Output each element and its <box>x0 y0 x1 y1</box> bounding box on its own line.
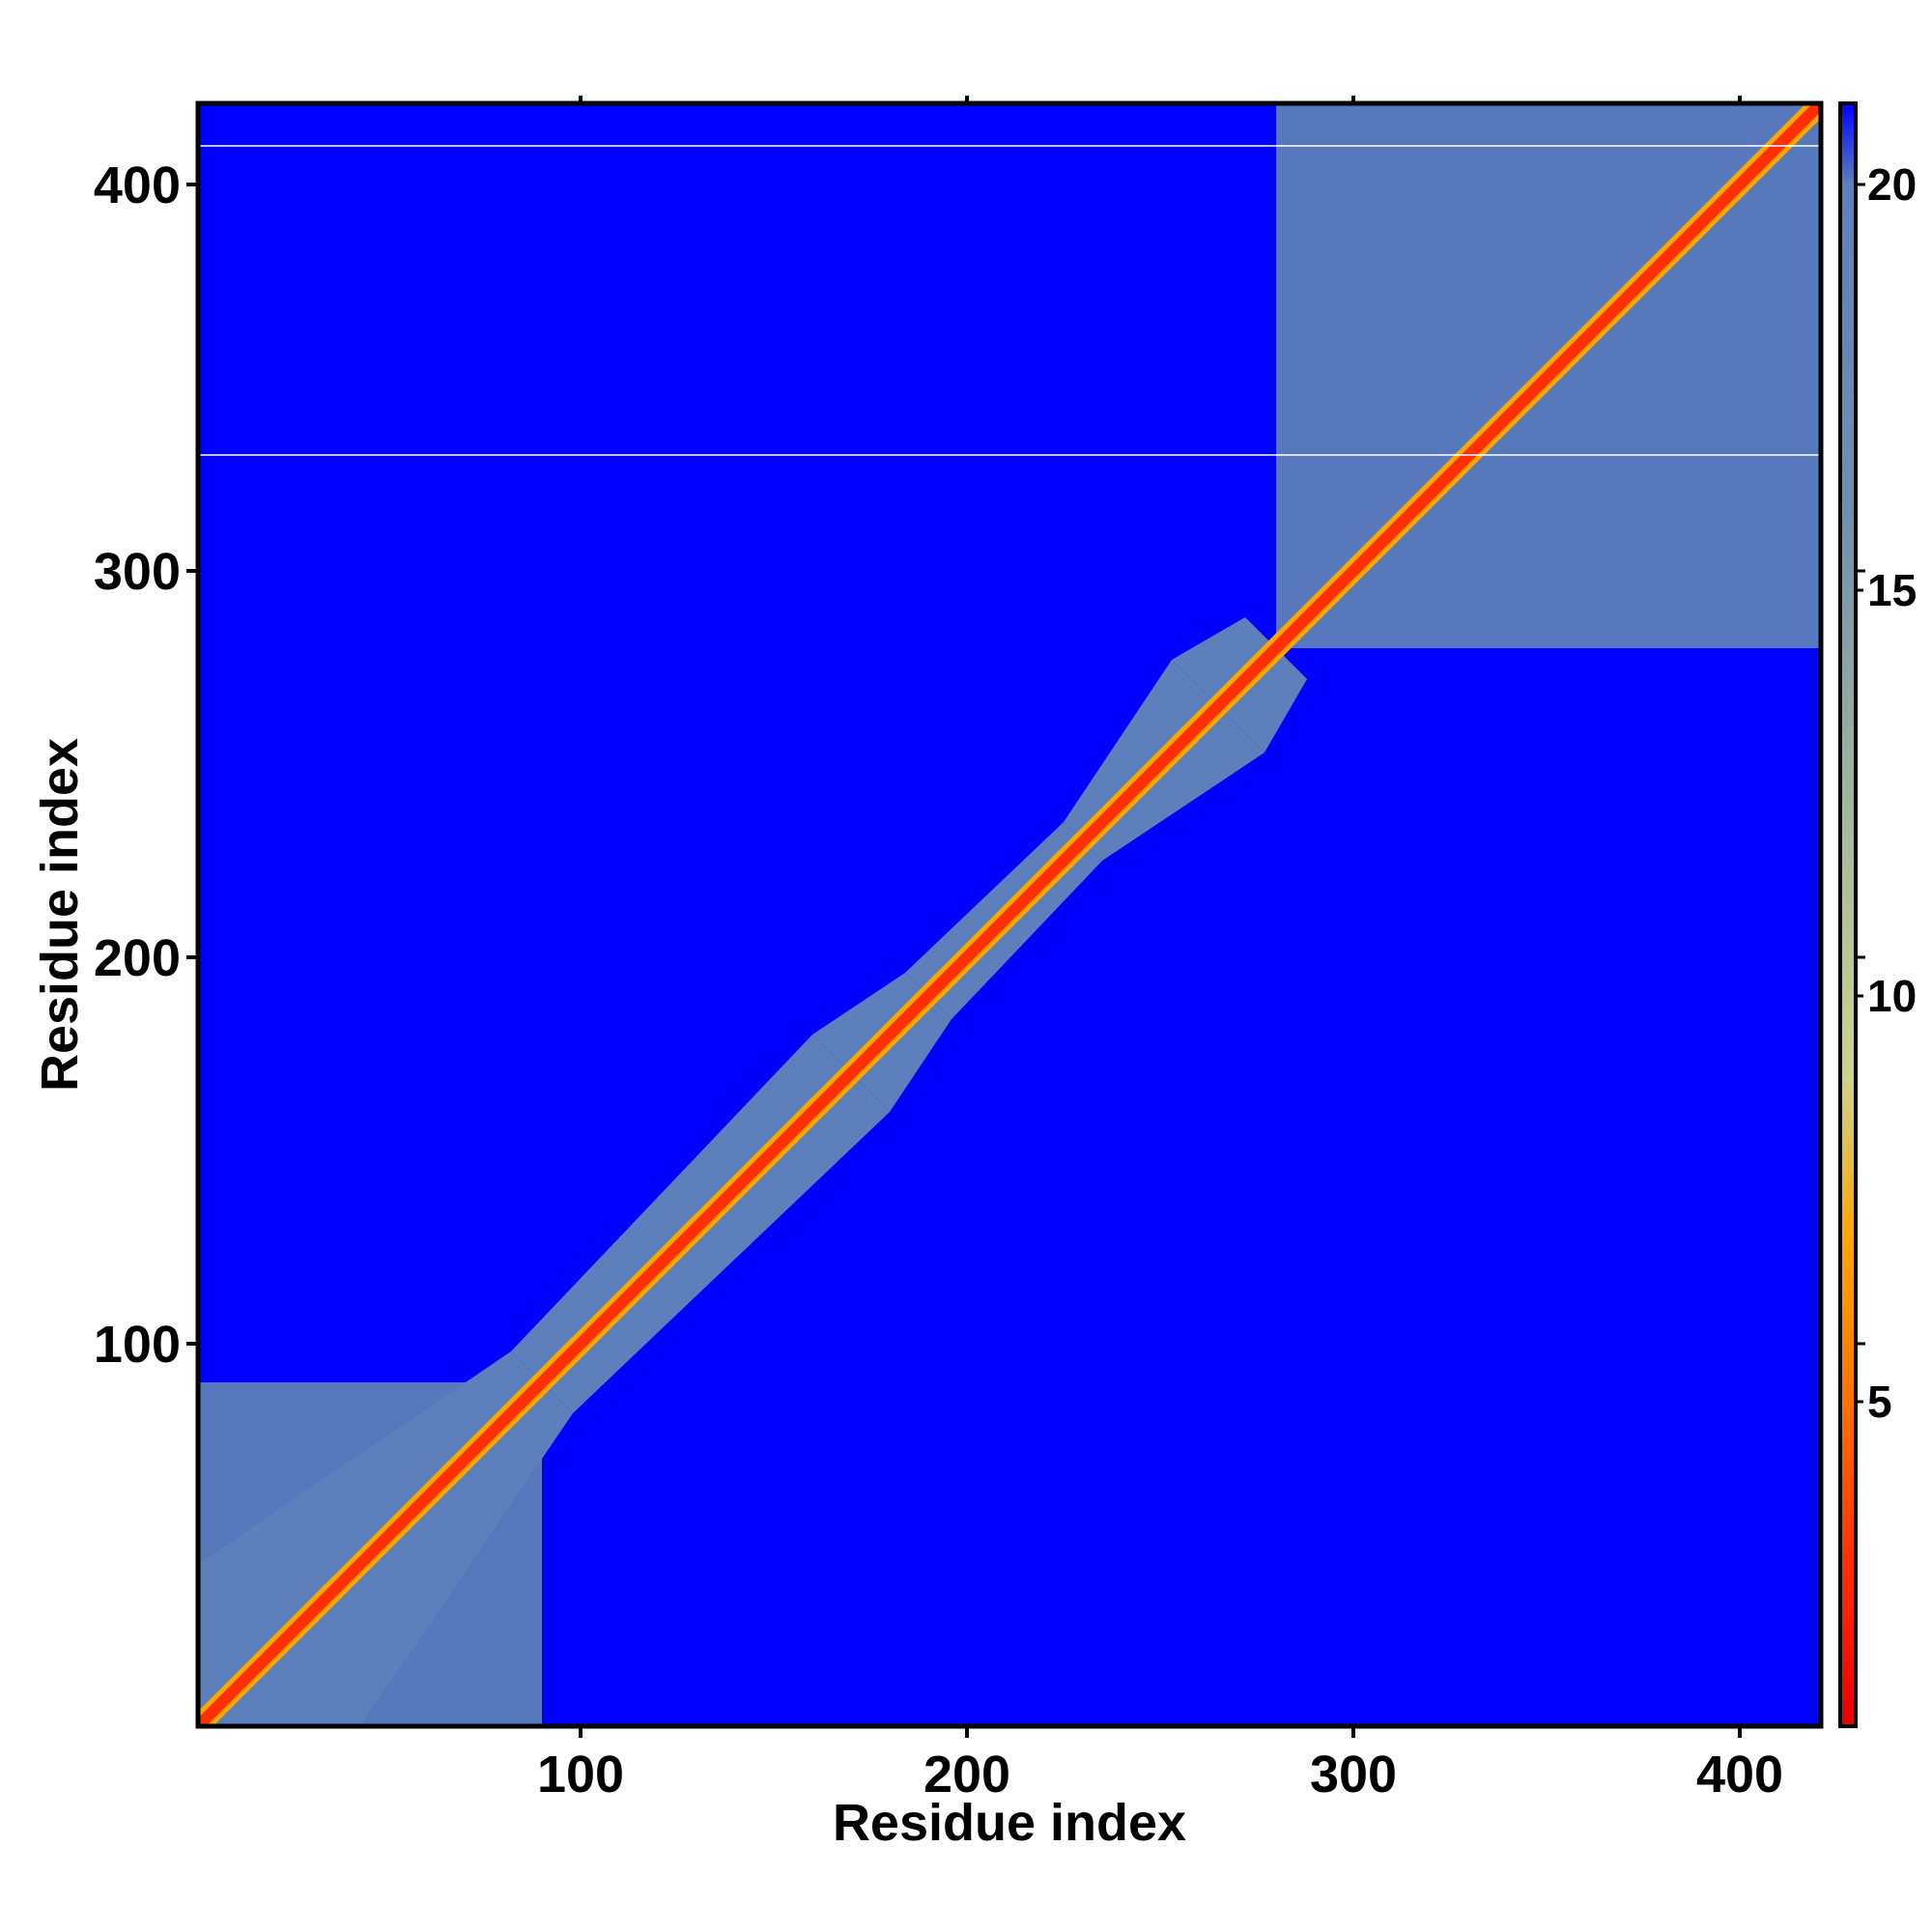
colorbar-tick-label: 10 <box>1867 971 1917 1021</box>
x-tick-label: 100 <box>537 1746 624 1804</box>
x-tick-label: 400 <box>1696 1746 1783 1804</box>
y-tick-label: 400 <box>94 156 181 214</box>
y-tick-label: 200 <box>94 929 181 987</box>
y-tick-label: 300 <box>94 543 181 601</box>
x-axis: 100 200 300 400 <box>537 96 1783 1804</box>
colorbar-tick-label: 5 <box>1867 1377 1892 1427</box>
colorbar-tick-label: 20 <box>1867 159 1917 210</box>
y-axis-title: Residue index <box>31 738 89 1092</box>
diagonal-contact-line <box>198 103 1821 1726</box>
plot-frame <box>195 100 1824 1729</box>
x-tick-label: 200 <box>923 1746 1010 1804</box>
x-tick-label: 300 <box>1310 1746 1397 1804</box>
colorbar-gradient <box>1838 101 1858 1728</box>
y-tick-label: 100 <box>94 1316 181 1374</box>
colorbar: 5 10 15 20 <box>1838 101 1917 1728</box>
y-axis: 100 200 300 400 <box>94 156 198 1374</box>
x-axis-title: Residue index <box>833 1794 1186 1852</box>
heatmap-cells <box>198 103 1821 1726</box>
colorbar-tick-label: 15 <box>1867 565 1917 615</box>
heatmap-plot-area <box>198 103 1821 1726</box>
colorbar-ticks: 5 10 15 20 <box>1854 159 1917 1427</box>
